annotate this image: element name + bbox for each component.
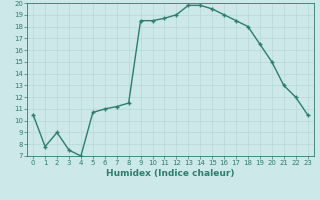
- X-axis label: Humidex (Indice chaleur): Humidex (Indice chaleur): [106, 169, 235, 178]
